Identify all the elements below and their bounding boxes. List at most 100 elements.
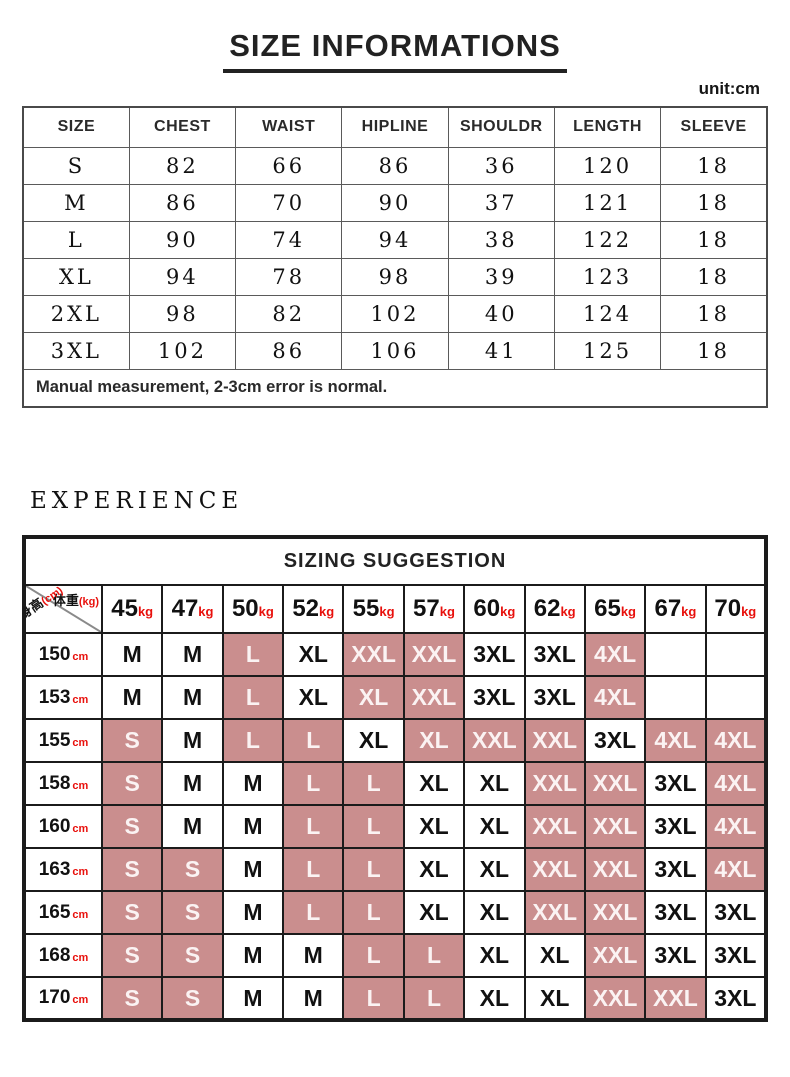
sizing-row: 155 cm S M L L XL XL XXL XXL 3XL 4XL 4XL [23, 718, 768, 763]
sizing-suggestion-table: SIZING SUGGESTION 体重(kg) 身高(cm) 45kg 47kg… [22, 535, 768, 1022]
weight-unit: kg [741, 604, 757, 619]
weight-value: 67 [654, 595, 682, 622]
weight-unit: kg [379, 604, 395, 619]
height-row-header: 163 cm [23, 847, 103, 892]
sizing-row: 168 cm S S M M L L XL XL XXL 3XL 3XL [23, 933, 768, 978]
measurement-cell: 106 [341, 331, 449, 370]
suggested-size-cell: XL [402, 847, 466, 892]
suggested-size-cell: L [342, 976, 405, 1021]
suggested-size-cell: L [282, 890, 345, 935]
height-unit: cm [72, 951, 89, 964]
size-table-row: M 86 70 90 37 121 18 [22, 183, 768, 222]
suggested-size-cell: S [100, 890, 164, 935]
weight-column-header: 57kg [402, 584, 466, 634]
size-label-cell: XL [22, 257, 130, 296]
weight-unit: kg [439, 604, 455, 619]
suggested-size-cell: S [100, 933, 164, 978]
measurement-cell: 94 [341, 220, 449, 259]
sizing-row: 170 cm S S M M L L XL XL XXL XXL 3XL [23, 976, 768, 1021]
suggested-size-cell: M [161, 675, 224, 720]
experience-label: EXPERIENCE [30, 488, 244, 514]
measurement-cell: 18 [660, 331, 768, 370]
measurement-cell: 90 [341, 183, 449, 222]
suggested-size-cell: XL [463, 933, 526, 978]
suggested-size-cell: 3XL [523, 675, 586, 720]
suggested-size-cell: S [100, 718, 164, 763]
suggested-size-cell: L [342, 890, 405, 935]
height-unit: cm [72, 779, 89, 792]
empty-cell [704, 632, 768, 677]
size-table-row: XL 94 78 98 39 123 18 [22, 257, 768, 296]
size-label-cell: 3XL [22, 331, 130, 370]
size-column-header: SLEEVE [660, 106, 768, 148]
suggested-size-cell: S [100, 761, 164, 806]
measurement-cell: 120 [553, 146, 662, 185]
measurement-cell: 74 [235, 220, 343, 259]
weight-unit: kg [560, 604, 576, 619]
suggested-size-cell: M [282, 976, 345, 1021]
suggested-size-cell: XXL [583, 976, 647, 1021]
height-row-header: 158 cm [23, 761, 103, 806]
weight-unit: kg [681, 604, 697, 619]
suggested-size-cell: 4XL [704, 718, 768, 763]
measurement-cell: 123 [553, 257, 662, 296]
height-value: 155 [38, 729, 71, 751]
measurement-cell: 86 [235, 331, 343, 370]
height-unit: cm [72, 865, 89, 878]
weight-unit: kg [137, 604, 154, 619]
measurement-cell: 124 [553, 294, 662, 333]
suggested-size-cell: XL [463, 804, 526, 849]
measurement-cell: 94 [128, 257, 237, 296]
suggested-size-cell: M [161, 804, 224, 849]
suggested-size-cell: L [342, 847, 405, 892]
suggested-size-cell: M [221, 890, 285, 935]
measurement-cell: 125 [553, 331, 662, 370]
suggested-size-cell: XL [523, 933, 586, 978]
suggested-size-cell: L [282, 718, 345, 763]
suggested-size-cell: 3XL [644, 804, 707, 849]
suggested-size-cell: 3XL [583, 718, 647, 763]
suggested-size-cell: 3XL [704, 976, 768, 1021]
measurement-cell: 86 [341, 146, 449, 185]
measurement-cell: 102 [128, 331, 237, 370]
height-value: 153 [38, 686, 71, 708]
suggested-size-cell: 3XL [644, 847, 707, 892]
size-table-note-row: Manual measurement, 2-3cm error is norma… [22, 368, 768, 408]
suggested-size-cell: 4XL [644, 718, 707, 763]
measurement-cell: 122 [553, 220, 662, 259]
size-table-header-row: SIZE CHEST WAIST HIPLINE SHOULDR LENGTH SLEEVE [22, 106, 768, 148]
suggested-size-cell: L [221, 632, 285, 677]
weight-column-header: 47kg [161, 584, 224, 634]
suggested-size-cell: L [282, 804, 345, 849]
suggested-size-cell: L [282, 761, 345, 806]
measurement-cell: 98 [128, 294, 237, 333]
weight-column-header: 62kg [523, 584, 586, 634]
weight-value: 60 [473, 595, 501, 622]
sizing-row: 158 cm S M M L L XL XL XXL XXL 3XL 4XL [23, 761, 768, 806]
suggested-size-cell: XL [463, 890, 526, 935]
sizing-row: 160 cm S M M L L XL XL XXL XXL 3XL 4XL [23, 804, 768, 849]
measurement-cell: 82 [235, 294, 343, 333]
suggested-size-cell: L [342, 761, 405, 806]
measurement-cell: 66 [235, 146, 343, 185]
measurement-cell: 86 [128, 183, 237, 222]
suggested-size-cell: XL [342, 675, 405, 720]
suggested-size-cell: XXL [583, 761, 647, 806]
suggested-size-cell: 4XL [583, 675, 647, 720]
suggested-size-cell: XXL [583, 847, 647, 892]
suggested-size-cell: M [221, 847, 285, 892]
measurement-cell: 38 [447, 220, 555, 259]
suggested-size-cell: S [161, 890, 224, 935]
suggested-size-cell: S [100, 976, 164, 1021]
suggested-size-cell: L [342, 804, 405, 849]
size-label-cell: 2XL [22, 294, 130, 333]
suggested-size-cell: M [100, 632, 164, 677]
height-unit: cm [72, 908, 89, 921]
height-unit: cm [72, 693, 89, 706]
height-row-header: 165 cm [23, 890, 103, 935]
suggested-size-cell: XL [282, 675, 345, 720]
suggested-size-cell: 3XL [463, 675, 526, 720]
suggested-size-cell: 3XL [644, 933, 707, 978]
height-value: 150 [38, 643, 71, 665]
height-unit: cm [72, 650, 89, 663]
